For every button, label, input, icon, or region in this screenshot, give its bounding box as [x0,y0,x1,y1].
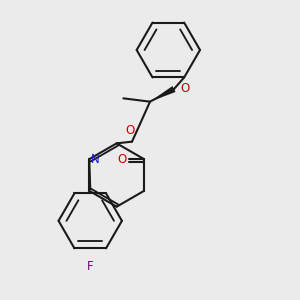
Text: O: O [126,124,135,137]
Text: N: N [91,153,100,166]
Text: O: O [117,153,126,166]
Text: O: O [180,82,189,95]
Polygon shape [150,86,176,102]
Text: F: F [87,260,94,273]
